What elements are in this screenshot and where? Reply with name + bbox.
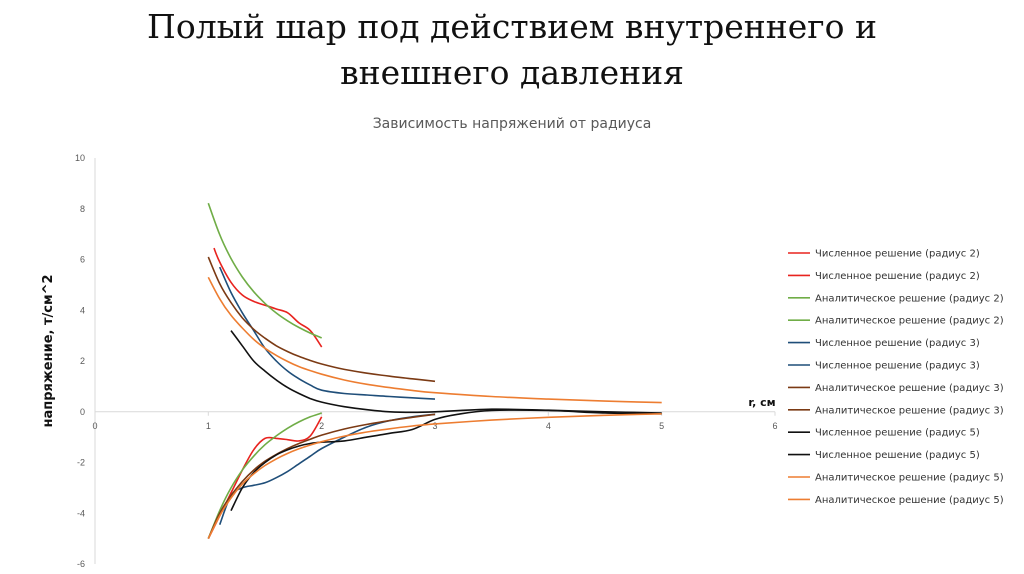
slide-title-line1: Полый шар под действием внутреннего и xyxy=(147,7,877,46)
y-tick-label: -4 xyxy=(77,508,85,518)
legend-entry-label: Численное решение (радиус 5) xyxy=(815,450,980,461)
y-tick-label: 4 xyxy=(80,305,85,315)
legend-entry-label: Численное решение (радиус 2) xyxy=(815,249,980,260)
legend-entry-label: Численное решение (радиус 5) xyxy=(815,428,980,439)
series-line-9 xyxy=(230,330,662,414)
legend-entry-label: Аналитическое решение (радиус 5) xyxy=(815,495,1004,506)
y-tick-label: -6 xyxy=(77,559,85,569)
series-line-2 xyxy=(207,416,323,539)
slide-title-line2: внешнего давления xyxy=(340,53,684,92)
legend-entry-label: Аналитическое решение (радиус 3) xyxy=(815,383,1004,394)
y-tick-label: 8 xyxy=(80,204,85,214)
y-tick-label: 10 xyxy=(75,153,85,163)
legend-entry-label: Численное решение (радиус 3) xyxy=(815,361,980,372)
series-line-10 xyxy=(230,409,662,512)
series-line-11 xyxy=(207,276,662,404)
x-tick-label: 3 xyxy=(432,421,437,431)
series-line-4 xyxy=(207,412,322,539)
legend-entry-label: Аналитическое решение (радиус 2) xyxy=(815,293,1004,304)
x-tick-label: 2 xyxy=(319,421,324,431)
series-line-7 xyxy=(207,256,436,383)
legend-entry-label: Аналитическое решение (радиус 5) xyxy=(815,473,1004,484)
y-tick-label: 6 xyxy=(80,255,85,265)
x-axis-label: r, см xyxy=(748,396,775,409)
legend-entry-label: Аналитическое решение (радиус 3) xyxy=(815,405,1004,416)
x-tick-label: 4 xyxy=(546,421,551,431)
y-tick-label: 0 xyxy=(80,407,85,417)
legend-entry-label: Аналитическое решение (радиус 2) xyxy=(815,316,1004,327)
y-axis-label: напряжение, т/см^2 xyxy=(41,274,56,427)
x-tick-label: 1 xyxy=(206,421,211,431)
chart-axes: -6 -4 -2 0 2 4 6 8 10 0 1 2 3 4 5 6 xyxy=(75,153,778,569)
chart-legend: Численное решение (радиус 2) Численное ре… xyxy=(788,249,1004,506)
legend-entry-label: Численное решение (радиус 3) xyxy=(815,338,980,349)
chart-title: Зависимость напряжений от радиуса xyxy=(372,116,652,132)
x-tick-label: 5 xyxy=(659,421,664,431)
slide-title: Полый шар под действием внутреннего и вн… xyxy=(0,4,1024,96)
series-line-1 xyxy=(213,247,323,348)
series-line-8 xyxy=(207,413,436,539)
series-line-3 xyxy=(207,202,323,339)
series-line-5 xyxy=(218,266,436,400)
x-tick-label: 6 xyxy=(772,421,777,431)
y-tick-label: 2 xyxy=(80,356,85,366)
series-line-12 xyxy=(207,413,662,539)
legend-entry-label: Численное решение (радиус 2) xyxy=(815,271,980,282)
y-tick-label: -2 xyxy=(77,458,85,468)
x-tick-label: 0 xyxy=(92,421,97,431)
chart-series xyxy=(207,202,662,539)
